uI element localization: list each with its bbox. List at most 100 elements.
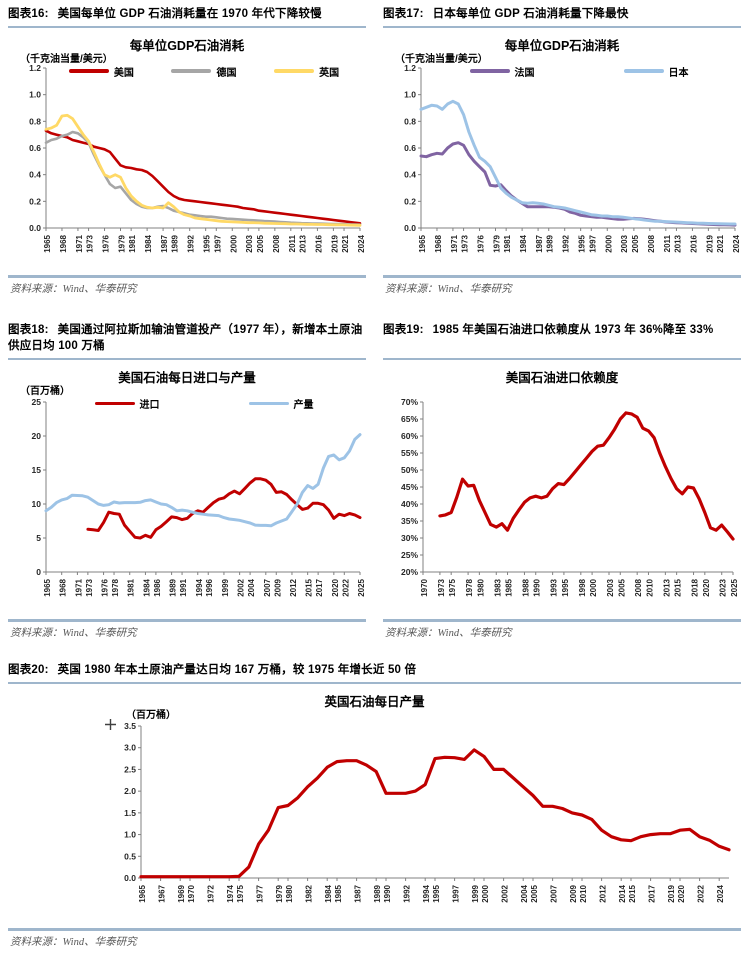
svg-text:1985: 1985 xyxy=(334,884,343,902)
divider xyxy=(8,681,741,684)
chart-legend: 法国 日本 xyxy=(425,64,733,79)
svg-text:1987: 1987 xyxy=(535,234,544,252)
svg-text:1995: 1995 xyxy=(578,234,587,252)
svg-text:25%: 25% xyxy=(401,550,418,560)
svg-text:15: 15 xyxy=(32,465,42,475)
chart-legend: 进口 产量 xyxy=(50,396,358,411)
svg-text:1984: 1984 xyxy=(142,578,151,596)
svg-text:1977: 1977 xyxy=(256,884,265,902)
svg-text:1997: 1997 xyxy=(452,884,461,902)
svg-text:1997: 1997 xyxy=(213,234,222,252)
svg-text:1.2: 1.2 xyxy=(404,63,416,73)
figure-label: 图表18: xyxy=(8,323,49,336)
svg-text:1971: 1971 xyxy=(75,234,84,252)
figure-heading: 美国每单位 GDP 石油消耗量在 1970 年代下降较慢 xyxy=(57,8,322,20)
svg-text:1987: 1987 xyxy=(354,884,363,902)
svg-text:2015: 2015 xyxy=(305,578,314,596)
svg-text:1989: 1989 xyxy=(171,234,180,252)
svg-text:2003: 2003 xyxy=(245,234,254,252)
chart-area: 进口 产量 0 5 10 15 20 25 1965 1968 1971 1973 1976 1978… xyxy=(8,394,366,616)
line-chart: 0.0 0.5 1.0 1.5 2.0 2.5 3.0 3.5 1965 1967 1969 1970… xyxy=(124,721,731,902)
divider xyxy=(8,927,741,931)
y-axis-unit-label: （百万桶） xyxy=(20,386,70,398)
legend-label: 英国 xyxy=(319,67,340,79)
figure-row-1: 图表16: 美国每单位 GDP 石油消耗量在 1970 年代下降较慢 每单位GDP… xyxy=(8,6,741,296)
svg-text:1985: 1985 xyxy=(505,578,514,596)
svg-text:2005: 2005 xyxy=(631,234,640,252)
y-axis-unit-label: （千克油当量/美元） xyxy=(20,53,113,65)
svg-text:10: 10 xyxy=(32,499,42,509)
svg-text:1.5: 1.5 xyxy=(124,808,136,818)
svg-text:2019: 2019 xyxy=(705,234,714,252)
svg-text:20%: 20% xyxy=(401,567,418,577)
svg-text:2025: 2025 xyxy=(357,578,366,596)
svg-text:0.2: 0.2 xyxy=(29,196,41,206)
svg-text:2004: 2004 xyxy=(247,578,256,596)
svg-text:1989: 1989 xyxy=(546,234,555,252)
svg-text:1987: 1987 xyxy=(160,234,169,252)
svg-text:1995: 1995 xyxy=(561,578,570,596)
svg-text:25: 25 xyxy=(32,397,42,407)
figure-18: 图表18: 美国通过阿拉斯加输油管道投产（1977 年），新增本土原油供应日均 1… xyxy=(8,322,366,640)
source-note: 资料来源：Wind、华泰研究 xyxy=(385,627,512,639)
legend-label: 法国 xyxy=(514,67,535,79)
divider xyxy=(8,619,366,623)
svg-text:1975: 1975 xyxy=(448,578,457,596)
svg-text:2024: 2024 xyxy=(357,234,366,252)
svg-text:0.4: 0.4 xyxy=(29,169,41,179)
svg-text:2021: 2021 xyxy=(341,234,350,252)
svg-text:2015: 2015 xyxy=(628,884,637,902)
chart-area: 法国 日本 0.0 0.2 0.4 0.6 0.8 1.0 1.2 1965 1968 1971 1… xyxy=(383,62,741,272)
svg-text:1976: 1976 xyxy=(101,578,110,596)
svg-text:40%: 40% xyxy=(401,499,418,509)
legend-item: 英国 xyxy=(274,64,339,79)
svg-text:1991: 1991 xyxy=(179,578,188,596)
svg-text:2008: 2008 xyxy=(634,578,643,596)
legend-line-swatch xyxy=(94,401,135,406)
svg-text:1999: 1999 xyxy=(221,578,230,596)
chart-title: 英国石油每日产量 xyxy=(324,694,425,709)
chart-header: 每单位GDP石油消耗 （千克油当量/美元） xyxy=(383,32,741,65)
svg-text:1965: 1965 xyxy=(418,234,427,252)
svg-text:1984: 1984 xyxy=(324,884,333,902)
legend-label: 进口 xyxy=(139,400,160,412)
chart-header: 每单位GDP石油消耗 （千克油当量/美元） xyxy=(8,32,366,65)
source-note: 资料来源：Wind、华泰研究 xyxy=(10,936,137,948)
svg-text:2008: 2008 xyxy=(272,234,281,252)
figure-row-2: 图表18: 美国通过阿拉斯加输油管道投产（1977 年），新增本土原油供应日均 1… xyxy=(8,322,741,640)
svg-text:2005: 2005 xyxy=(617,578,626,596)
svg-text:1968: 1968 xyxy=(434,234,443,252)
svg-text:35%: 35% xyxy=(401,516,418,526)
legend-line-swatch xyxy=(623,69,664,73)
svg-text:1988: 1988 xyxy=(521,578,530,596)
svg-text:2012: 2012 xyxy=(289,578,298,596)
legend-item: 法国 xyxy=(469,64,535,79)
svg-text:2003: 2003 xyxy=(620,234,629,252)
chart-area: 20% 25% 30% 35% 40% 45% 50% 55% 60% 65% 70% 1970 197… xyxy=(383,394,741,616)
chart-header: 美国石油每日进口与产量 （百万桶） xyxy=(8,364,366,398)
svg-text:1992: 1992 xyxy=(562,234,571,252)
legend-line-swatch xyxy=(274,69,315,73)
svg-text:1975: 1975 xyxy=(236,884,245,902)
figure-heading: 美国通过阿拉斯加输油管道投产（1977 年），新增本土原油供应日均 100 万桶 xyxy=(8,323,363,353)
svg-text:1986: 1986 xyxy=(153,578,162,596)
svg-text:1.2: 1.2 xyxy=(29,63,41,73)
svg-text:1973: 1973 xyxy=(437,578,446,596)
chart-header: 美国石油进口依赖度 xyxy=(383,364,741,394)
svg-text:2007: 2007 xyxy=(550,884,559,902)
svg-text:60%: 60% xyxy=(401,431,418,441)
svg-text:0.5: 0.5 xyxy=(124,851,136,861)
figure-16: 图表16: 美国每单位 GDP 石油消耗量在 1970 年代下降较慢 每单位GDP… xyxy=(8,6,366,296)
svg-text:2002: 2002 xyxy=(237,578,246,596)
svg-text:1970: 1970 xyxy=(420,578,429,596)
svg-text:1981: 1981 xyxy=(128,234,137,252)
chart-title: 美国石油进口依赖度 xyxy=(505,370,619,385)
svg-text:2005: 2005 xyxy=(530,884,539,902)
svg-text:1972: 1972 xyxy=(207,884,216,902)
svg-text:1974: 1974 xyxy=(226,884,235,902)
svg-text:1971: 1971 xyxy=(74,578,83,596)
chart-title: 每单位GDP石油消耗 xyxy=(504,38,620,53)
svg-text:1993: 1993 xyxy=(550,578,559,596)
svg-text:2015: 2015 xyxy=(674,578,683,596)
legend-item: 产量 xyxy=(248,396,314,411)
